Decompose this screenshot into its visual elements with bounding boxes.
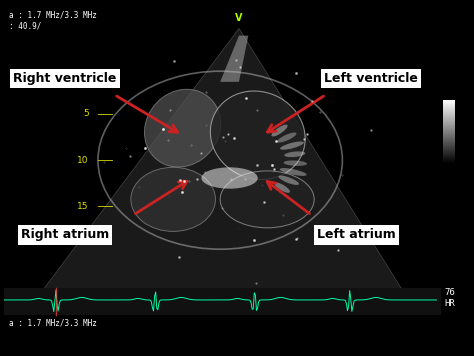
Text: 5: 5 <box>83 109 89 119</box>
Ellipse shape <box>145 89 221 167</box>
Polygon shape <box>42 28 403 292</box>
Ellipse shape <box>277 132 296 143</box>
Text: 76
HR: 76 HR <box>445 288 455 308</box>
Ellipse shape <box>284 151 305 157</box>
Ellipse shape <box>279 176 299 185</box>
Text: V: V <box>235 13 243 23</box>
Ellipse shape <box>131 167 216 231</box>
Ellipse shape <box>210 91 305 179</box>
Text: 10: 10 <box>77 156 89 165</box>
Text: Left ventricle: Left ventricle <box>324 72 418 85</box>
Text: Right ventricle: Right ventricle <box>13 72 117 85</box>
Text: 15: 15 <box>77 202 89 211</box>
Ellipse shape <box>201 167 258 189</box>
Text: Right atrium: Right atrium <box>21 229 109 241</box>
Ellipse shape <box>220 171 314 228</box>
Ellipse shape <box>283 161 307 166</box>
Text: Left atrium: Left atrium <box>317 229 396 241</box>
Bar <box>4 288 441 315</box>
Ellipse shape <box>280 141 304 150</box>
Ellipse shape <box>280 168 307 176</box>
Ellipse shape <box>274 183 290 193</box>
Polygon shape <box>220 36 248 82</box>
Text: a : 1.7 MHz/3.3 MHz
: 40.9/: a : 1.7 MHz/3.3 MHz : 40.9/ <box>9 11 97 30</box>
Text: a : 1.7 MHz/3.3 MHz: a : 1.7 MHz/3.3 MHz <box>9 319 97 328</box>
Ellipse shape <box>272 125 288 136</box>
